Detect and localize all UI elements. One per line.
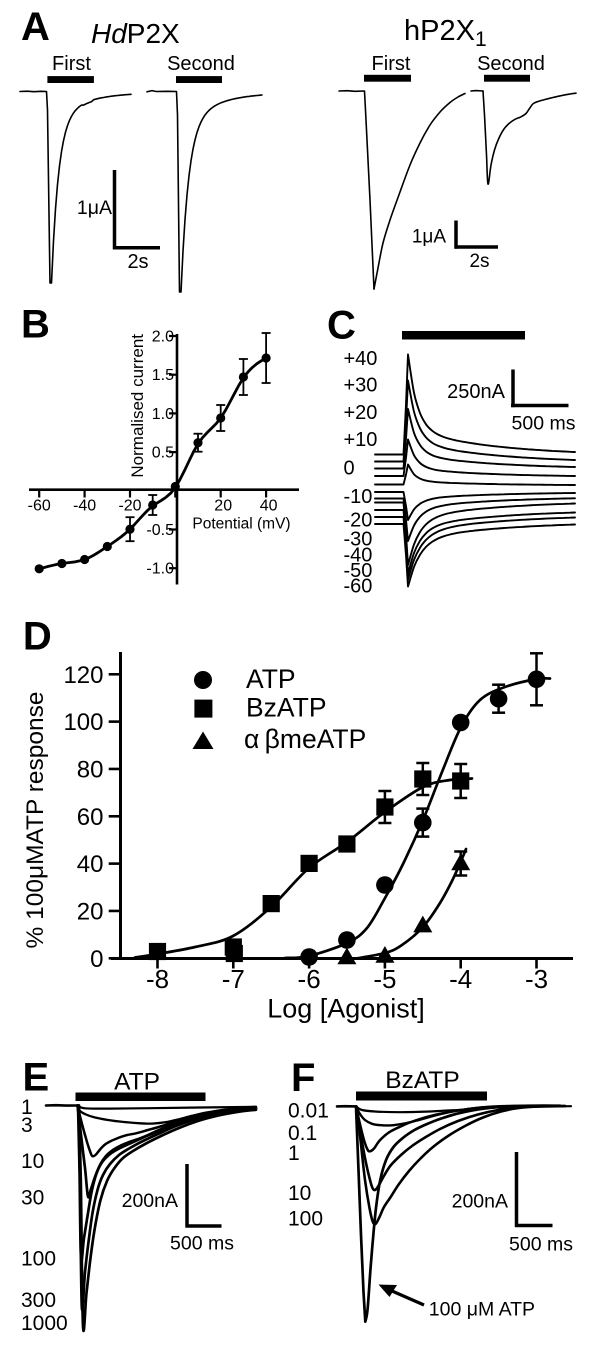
svg-text:Potential (mV): Potential (mV) [192,516,290,533]
svg-text:1.5: 1.5 [152,367,174,384]
svg-text:+10: +10 [344,429,378,451]
svg-text:0.5: 0.5 [152,445,174,462]
svg-text:-50: -50 [344,560,373,582]
svg-text:0: 0 [344,458,355,480]
svg-text:10: 10 [21,1150,44,1173]
svg-text:+40: +40 [344,348,378,370]
svg-text:-20: -20 [118,498,141,515]
svg-text:-60: -60 [344,575,373,597]
svg-text:α βmeATP: α βmeATP [244,724,366,754]
svg-text:hP2X1: hP2X1 [404,15,487,51]
svg-text:30: 30 [21,1187,44,1210]
svg-text:100: 100 [21,1248,56,1271]
svg-text:10: 10 [288,1182,311,1205]
svg-text:0.1: 0.1 [288,1122,317,1145]
svg-text:B: B [21,303,50,347]
svg-text:0.01: 0.01 [288,1100,329,1123]
svg-text:F: F [291,1056,315,1100]
svg-text:HdP2X: HdP2X [91,18,180,49]
svg-text:2s: 2s [127,251,148,273]
svg-text:+20: +20 [344,402,378,424]
svg-text:80: 80 [77,756,104,783]
svg-text:20: 20 [214,498,232,515]
svg-text:1: 1 [21,1096,33,1119]
svg-text:BzATP: BzATP [246,693,327,723]
svg-text:3: 3 [21,1114,33,1137]
svg-text:100: 100 [63,709,103,736]
svg-text:1: 1 [288,1142,300,1165]
svg-text:1μA: 1μA [77,197,112,219]
svg-text:-40: -40 [73,498,96,515]
svg-text:300: 300 [21,1289,56,1312]
svg-text:Second: Second [167,53,235,75]
svg-text:500 ms: 500 ms [509,1234,573,1256]
svg-text:60: 60 [77,804,104,831]
svg-text:-60: -60 [28,498,51,515]
svg-text:1.0: 1.0 [152,406,174,423]
svg-text:-3: -3 [525,964,548,994]
svg-text:100: 100 [288,1208,323,1231]
svg-text:2s: 2s [469,251,489,272]
svg-text:Log [Agonist]: Log [Agonist] [267,994,425,1024]
svg-text:E: E [23,1055,50,1099]
svg-text:ATP: ATP [246,664,296,694]
svg-text:-40: -40 [344,545,373,567]
svg-text:0: 0 [90,946,103,973]
svg-text:-8: -8 [146,964,169,994]
svg-text:200nA: 200nA [122,1190,178,1212]
svg-text:200nA: 200nA [452,1191,508,1213]
svg-text:250nA: 250nA [447,381,505,403]
svg-text:40: 40 [77,851,104,878]
svg-text:Normalised current: Normalised current [128,334,147,478]
svg-text:500 ms: 500 ms [512,413,576,435]
svg-text:-1.0: -1.0 [146,561,174,578]
svg-text:40: 40 [260,498,278,515]
svg-text:100 μM ATP: 100 μM ATP [429,1299,535,1321]
svg-text:-7: -7 [222,964,245,994]
svg-text:% 100μMATP response: % 100μMATP response [22,692,49,949]
svg-text:BzATP: BzATP [385,1067,459,1094]
svg-text:2.0: 2.0 [152,329,174,346]
svg-text:-4: -4 [449,964,472,994]
svg-text:D: D [23,615,52,659]
svg-text:20: 20 [77,898,104,925]
svg-text:1μA: 1μA [412,227,447,248]
svg-text:-5: -5 [373,964,396,994]
svg-text:120: 120 [63,662,103,689]
svg-text:C: C [327,304,356,348]
svg-text:First: First [52,53,91,75]
svg-text:1000: 1000 [21,1312,68,1335]
svg-text:500 ms: 500 ms [170,1233,234,1255]
svg-text:ATP: ATP [114,1068,160,1095]
svg-text:-30: -30 [344,529,373,551]
svg-text:-10: -10 [344,486,373,508]
svg-text:A: A [21,5,50,49]
svg-text:First: First [372,53,411,75]
svg-text:-20: -20 [344,510,373,532]
svg-text:Second: Second [477,53,545,75]
svg-text:-0.5: -0.5 [146,522,174,539]
svg-text:-6: -6 [298,964,321,994]
svg-text:+30: +30 [344,374,378,396]
